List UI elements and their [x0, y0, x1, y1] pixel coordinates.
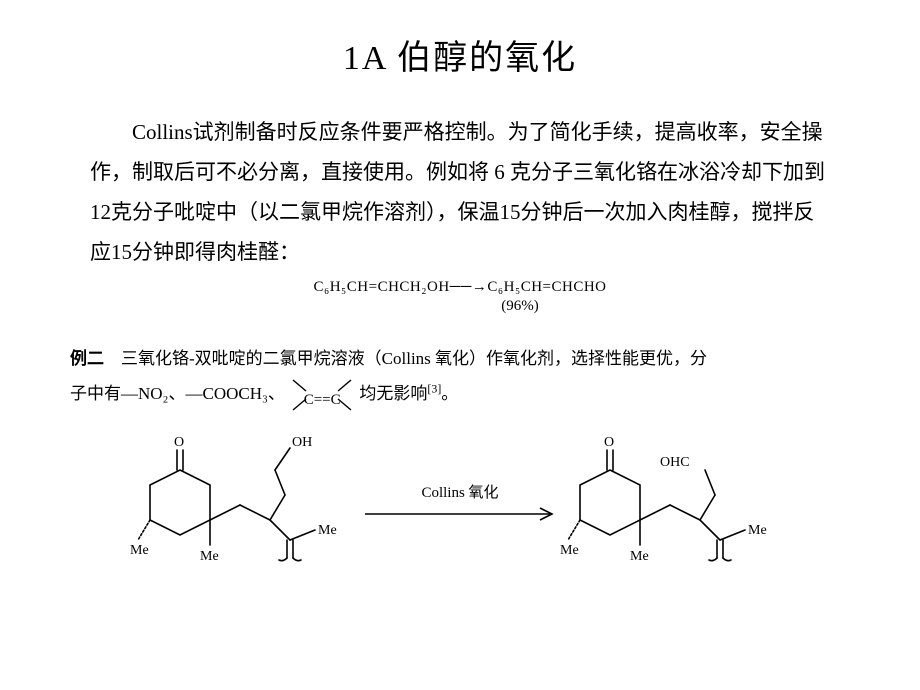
label-Me: Me: [630, 549, 649, 564]
example-2-line2b: 均无影响: [359, 384, 427, 403]
label-Me: Me: [318, 523, 337, 538]
example-2-ref: [3]: [427, 382, 441, 396]
cc-double-bond-group: C==C: [289, 378, 355, 412]
example-2-label: 例二: [70, 349, 104, 368]
arrow-icon: [360, 504, 560, 524]
label-Me: Me: [130, 543, 149, 558]
example-2: 例二 三氧化铬-双吡啶的二氯甲烷溶液（Collins 氧化）作氧化剂，选择性能更…: [70, 341, 850, 413]
label-OHC: OHC: [660, 455, 690, 470]
label-O: O: [604, 435, 614, 450]
reaction-equation: C₆H₅CH=CHCH₂OH──→C₆H₅CH=CHCHO: [60, 279, 860, 296]
label-O: O: [174, 435, 184, 450]
example-2-line1: 三氧化铬-双吡啶的二氯甲烷溶液（Collins 氧化）作氧化剂，选择性能更优，分: [104, 349, 707, 368]
reaction-yield: (96%): [180, 298, 860, 315]
arrow-label: Collins 氧化: [360, 481, 560, 502]
page-title: 1A 伯醇的氧化: [60, 30, 860, 79]
example-2-line2c: 。: [441, 384, 458, 403]
reaction-arrow-block: Collins 氧化: [360, 481, 560, 529]
label-OH: OH: [292, 435, 312, 450]
label-Me: Me: [200, 549, 219, 564]
paragraph-intro: Collins试剂制备时反应条件要严格控制。为了简化手续，提高收率，安全操作，制…: [90, 113, 830, 273]
reaction-scheme: O OH Me Me Me Collins 氧化: [60, 430, 860, 580]
reactant-structure: O OH Me Me Me: [130, 430, 360, 580]
example-2-line2a: 子中有—NO₂、—COOCH₃、: [70, 384, 285, 403]
cc-bond-icon: [289, 378, 355, 412]
label-Me: Me: [748, 523, 767, 538]
product-structure: O OHC Me Me Me: [560, 430, 790, 580]
label-Me: Me: [560, 543, 579, 558]
